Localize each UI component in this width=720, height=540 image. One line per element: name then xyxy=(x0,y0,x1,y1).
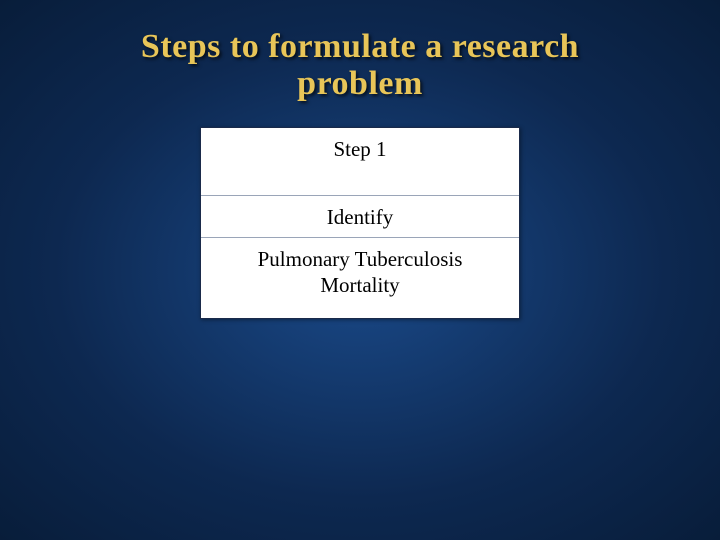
cell-action-text: Identify xyxy=(327,205,393,229)
slide-title: Steps to formulate a research problem xyxy=(141,28,579,103)
title-line-2: problem xyxy=(297,65,423,102)
cell-subject-text: Pulmonary TuberculosisMortality xyxy=(258,247,463,297)
cell-step-text: Step 1 xyxy=(333,137,386,161)
cell-step: Step 1 xyxy=(201,128,519,196)
steps-table: Step 1 Identify Pulmonary TuberculosisMo… xyxy=(200,127,520,319)
cell-action: Identify xyxy=(201,196,519,238)
cell-subject: Pulmonary TuberculosisMortality xyxy=(201,238,519,318)
title-line-1: Steps to formulate a research xyxy=(141,28,579,65)
